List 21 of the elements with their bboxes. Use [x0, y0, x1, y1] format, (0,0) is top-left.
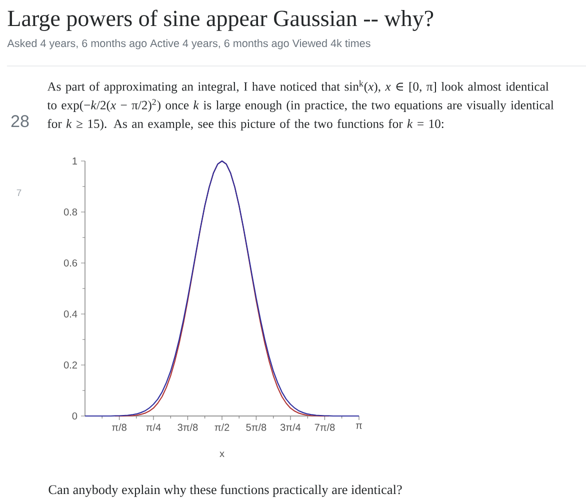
- x-tick-label: π/4: [146, 424, 161, 431]
- x-tick-label: 7π/8: [314, 424, 335, 431]
- text: 28: [11, 115, 29, 128]
- y-tick-label: 0: [72, 412, 78, 420]
- x-tick-label: π/2: [214, 424, 230, 431]
- x-tick-label: 3π/8: [178, 424, 198, 431]
- x-tick-label: π: [356, 424, 362, 429]
- text: As part of approximating an integral, I have noticed that sin$^{k}$(x), x ∈ [0, π] look almost identical to exp(−k/2(x − π/2)$^{2}$) once k is large enough (in practice, the two equations are visually identical for k ≥ 15). As an example, see this picture of the two functions for k = 10:: [47, 80, 554, 131]
- text: Can anybody explain why these functions practically are identical?: [48, 484, 402, 497]
- y-tick-label: 1: [72, 158, 77, 164]
- chart-subtitle: Asked 4 years, 6 months ago Active 4 years, 6 months ago Viewed 4k times: [7, 39, 370, 50]
- chart-title: Large powers of sine appear Gaussian -- why?: [8, 10, 434, 31]
- text: 7: [16, 189, 22, 196]
- y-tick-label: 0.6: [64, 259, 78, 267]
- x-tick-label: 3π/4: [280, 424, 301, 431]
- y-tick-label: 0.8: [64, 208, 78, 216]
- x-tick-label: 5π/8: [246, 424, 266, 431]
- y-tick-label: 0.2: [64, 361, 77, 369]
- y-tick-label: 0.4: [64, 310, 78, 318]
- x-axis-title: x: [220, 452, 224, 458]
- x-tick-label: π/8: [112, 424, 126, 431]
